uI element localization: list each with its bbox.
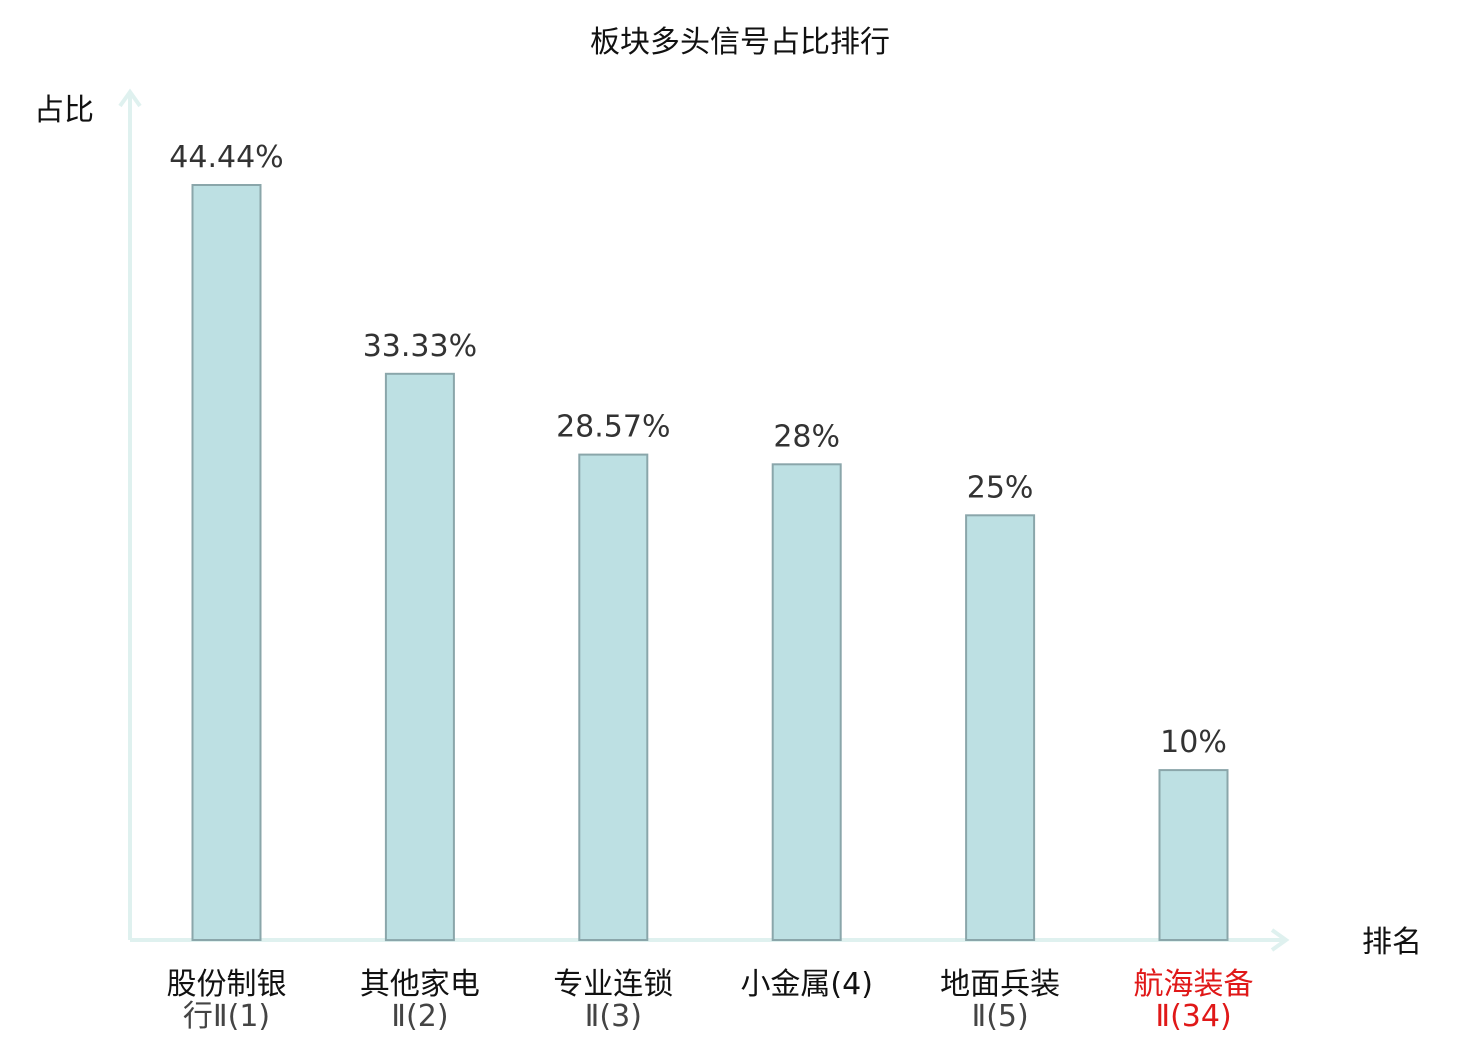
x-tick-label: 航海装备 (1134, 967, 1254, 1002)
x-tick-label: 股份制银 (167, 967, 287, 1002)
x-tick-label-line2: Ⅱ(3) (585, 999, 642, 1034)
x-axis-label: 排名 (1362, 925, 1422, 960)
bar (771, 463, 842, 941)
x-tick-label: 小金属(4) (740, 967, 873, 1002)
y-axis-label: 占比 (34, 93, 94, 128)
x-tick-label: 其他家电 (360, 967, 480, 1002)
x-tick-label-line2: Ⅱ(2) (391, 999, 448, 1034)
x-tick-label-line2: Ⅱ(34) (1155, 999, 1231, 1034)
y-axis-arrow (118, 88, 142, 108)
bar (384, 372, 455, 942)
x-axis-arrow (1270, 928, 1290, 952)
bar-value-label: 25% (967, 470, 1034, 505)
bar-value-label: 10% (1160, 725, 1227, 760)
bar-value-label: 28.57% (556, 410, 670, 445)
bar (1158, 769, 1229, 941)
value-labels-group: 44.44% 33.33% 28.57% 28% 25% 10% (169, 140, 1227, 760)
bar-value-label: 28% (773, 419, 840, 454)
x-tick-label: 专业连锁 (553, 967, 673, 1002)
bar-value-label: 44.44% (169, 140, 283, 175)
x-tick-label-line2: Ⅱ(5) (971, 999, 1028, 1034)
x-tick-label: 地面兵装 (940, 967, 1060, 1002)
bar-value-label: 33.33% (363, 329, 477, 364)
bar (578, 453, 649, 941)
bars-group (191, 184, 1229, 942)
chart-title: 板块多头信号占比排行 (590, 25, 890, 60)
bar (191, 184, 262, 941)
x-tick-label-line2: 行Ⅱ(1) (183, 999, 270, 1034)
bar (965, 514, 1036, 941)
axes (118, 88, 1290, 952)
